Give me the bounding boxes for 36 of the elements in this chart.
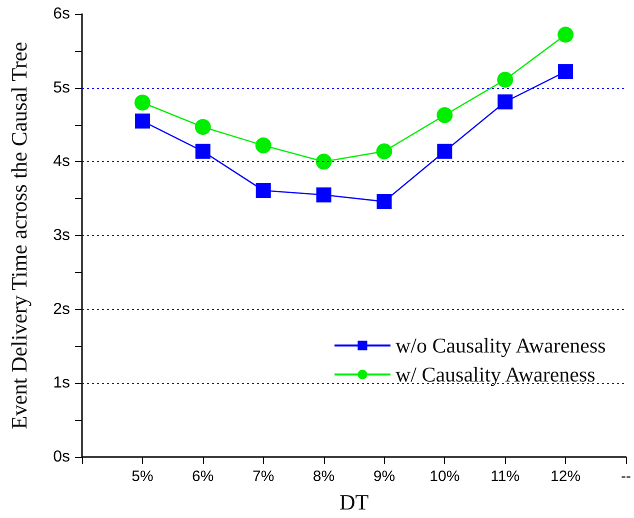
x-tick-label: 11% <box>490 468 520 485</box>
x-tick-label: 5% <box>132 468 154 485</box>
y-tick-label: 0s <box>53 448 70 466</box>
point <box>134 114 150 129</box>
point <box>436 107 453 124</box>
x-tick-label: -- <box>621 468 632 485</box>
point <box>195 144 210 159</box>
x-tick-label: 10% <box>430 468 460 485</box>
x-tick-label: 8% <box>312 468 335 485</box>
point <box>255 137 272 154</box>
point <box>316 154 332 170</box>
y-tick-label: 4s <box>53 153 70 170</box>
point <box>498 94 513 110</box>
x-tick-label: 12% <box>550 468 581 485</box>
legend-label: w/ Causality Awareness <box>395 362 596 386</box>
point <box>134 94 150 111</box>
point <box>194 118 211 135</box>
x-tick-label: 6% <box>192 468 214 485</box>
x-tick-label: 7% <box>252 468 274 485</box>
point <box>437 144 452 159</box>
point <box>558 26 574 43</box>
legend-label: w/o Causality Awareness <box>395 334 606 358</box>
y-tick-label: 5s <box>53 79 70 96</box>
y-tick-label: 3s <box>53 227 70 244</box>
point <box>558 64 574 80</box>
y-tick-label: 1s <box>53 374 70 392</box>
point <box>497 72 514 88</box>
y-tick-label: 2s <box>53 300 70 318</box>
point <box>256 182 271 198</box>
y-axis-title: Event Delivery Time across the Causal Tree <box>6 42 32 430</box>
point <box>376 194 392 210</box>
y-tick-label: 6s <box>53 6 70 22</box>
x-tick-label: 9% <box>373 468 396 485</box>
point <box>316 187 332 202</box>
x-axis-title: DT <box>339 490 370 514</box>
point <box>376 143 392 160</box>
